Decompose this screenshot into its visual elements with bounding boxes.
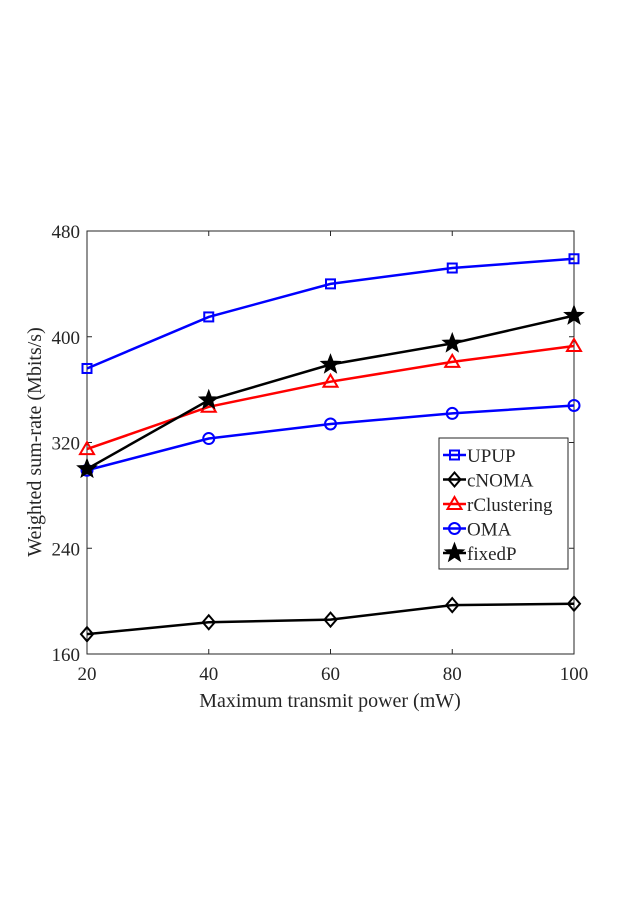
legend-marker-rclustering xyxy=(445,495,464,510)
legend-item-oma: OMA xyxy=(443,520,512,541)
data-point-cnoma xyxy=(201,613,217,631)
legend-marker-fixedp xyxy=(443,541,466,563)
data-point-cnoma xyxy=(566,595,582,613)
data-point-cnoma xyxy=(323,611,338,629)
data-point-rclustering xyxy=(321,372,340,388)
legend-label-upup: UPUP xyxy=(467,446,516,467)
y-axis: 160 240 320 400 480 xyxy=(52,222,574,666)
x-tick-label: 20 xyxy=(78,664,97,685)
data-point-upup xyxy=(203,311,215,323)
data-point-upup xyxy=(446,262,458,274)
y-tick-label: 160 xyxy=(52,645,81,666)
x-tick-label: 100 xyxy=(560,664,589,685)
data-point-cnoma xyxy=(79,625,95,643)
y-axis-label: Weighted sum-rate (Mbits/s) xyxy=(24,327,46,556)
legend-item-cnoma: cNOMA xyxy=(443,471,534,492)
legend-label-fixedp: fixedP xyxy=(467,544,517,565)
y-tick-label: 320 xyxy=(52,434,81,455)
x-axis-label: Maximum transmit power (mW) xyxy=(199,690,461,712)
data-point-upup xyxy=(81,362,93,374)
legend-label-rclustering: rClustering xyxy=(467,495,553,516)
data-point-cnoma xyxy=(444,596,460,614)
data-point-oma xyxy=(324,417,337,431)
legend-item-fixedp: fixedP xyxy=(443,541,517,565)
legend-label-cnoma: cNOMA xyxy=(467,471,534,492)
data-point-fixedp xyxy=(563,304,585,325)
data-point-fixedp xyxy=(441,331,464,353)
data-point-upup xyxy=(325,278,336,290)
y-tick-label: 480 xyxy=(52,222,81,243)
series-line-rclustering xyxy=(86,344,575,451)
x-tick-label: 40 xyxy=(199,664,218,685)
series-fixedp xyxy=(76,304,585,479)
series-layer xyxy=(76,253,585,643)
x-tick-label: 80 xyxy=(443,664,462,685)
data-point-rclustering xyxy=(443,352,461,368)
legend-item-upup: UPUP xyxy=(443,446,516,467)
series-oma xyxy=(80,398,581,477)
legend-marker-cnoma xyxy=(447,470,462,489)
data-point-oma xyxy=(202,432,216,446)
series-upup xyxy=(81,253,580,374)
legend-item-rclustering: rClustering xyxy=(443,495,553,516)
series-line-cnoma xyxy=(86,602,575,636)
data-point-upup xyxy=(568,253,580,265)
legend: UPUP cNOMA rClustering OMA fixedP xyxy=(438,437,569,570)
legend-marker-oma xyxy=(448,522,461,535)
data-point-oma xyxy=(567,398,581,412)
legend-marker-upup xyxy=(449,449,460,461)
data-point-fixedp xyxy=(319,353,342,374)
series-line-upup xyxy=(86,257,575,370)
data-point-rclustering xyxy=(78,440,96,456)
x-tick-label: 60 xyxy=(321,664,340,685)
legend-label-oma: OMA xyxy=(467,520,512,541)
series-cnoma xyxy=(79,595,582,643)
y-tick-label: 240 xyxy=(52,539,81,560)
data-point-oma xyxy=(445,406,459,420)
series-line-oma xyxy=(86,404,575,472)
data-point-rclustering xyxy=(565,337,583,353)
data-point-fixedp xyxy=(76,457,98,479)
y-tick-label: 400 xyxy=(52,328,81,349)
x-axis: 20 40 60 80 100 xyxy=(78,231,589,685)
data-point-fixedp xyxy=(197,388,220,410)
